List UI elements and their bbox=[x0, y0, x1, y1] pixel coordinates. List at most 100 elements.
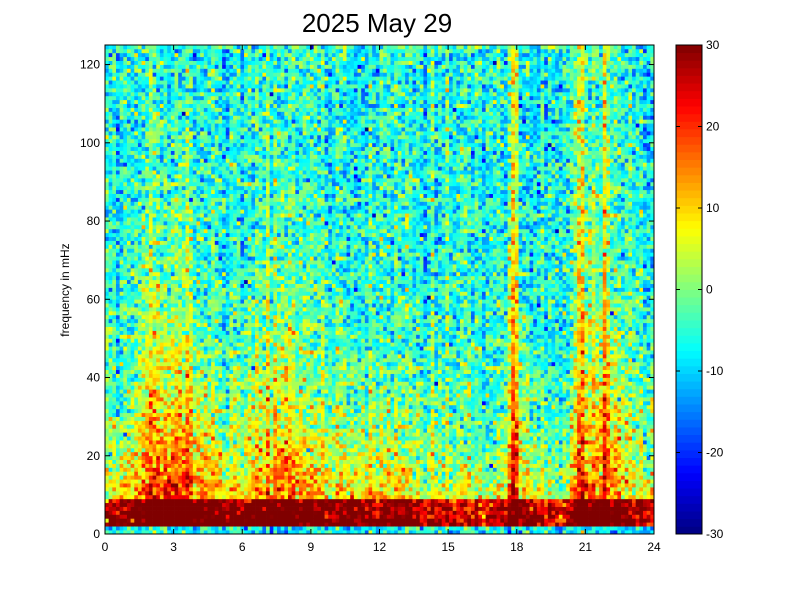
heatmap-cell bbox=[193, 405, 197, 409]
heatmap-cell bbox=[171, 428, 175, 432]
heatmap-cell bbox=[244, 464, 248, 468]
heatmap-cell bbox=[218, 225, 222, 229]
heatmap-cell bbox=[112, 61, 116, 65]
heatmap-cell bbox=[138, 205, 142, 209]
heatmap-cell bbox=[229, 45, 233, 49]
heatmap-cell bbox=[156, 350, 160, 354]
heatmap-cell bbox=[149, 299, 153, 303]
heatmap-cell bbox=[105, 460, 109, 464]
heatmap-cell bbox=[160, 143, 164, 147]
heatmap-cell bbox=[189, 84, 193, 88]
heatmap-cell bbox=[149, 374, 153, 378]
heatmap-cell bbox=[218, 178, 222, 182]
heatmap-cell bbox=[109, 358, 113, 362]
heatmap-cell bbox=[116, 45, 120, 49]
heatmap-cell bbox=[240, 409, 244, 413]
heatmap-cell bbox=[156, 201, 160, 205]
heatmap-cell bbox=[222, 127, 226, 131]
heatmap-cell bbox=[182, 518, 186, 522]
heatmap-cell bbox=[218, 260, 222, 264]
heatmap-cell bbox=[116, 190, 120, 194]
heatmap-cell bbox=[226, 460, 230, 464]
heatmap-cell bbox=[215, 432, 219, 436]
heatmap-cell bbox=[178, 135, 182, 139]
heatmap-cell bbox=[123, 522, 127, 526]
heatmap-cell bbox=[109, 186, 113, 190]
heatmap-cell bbox=[116, 84, 120, 88]
heatmap-cell bbox=[200, 401, 204, 405]
heatmap-cell bbox=[218, 483, 222, 487]
heatmap-cell bbox=[226, 151, 230, 155]
heatmap-cell bbox=[233, 323, 237, 327]
heatmap-cell bbox=[240, 88, 244, 92]
heatmap-cell bbox=[244, 245, 248, 249]
heatmap-cell bbox=[244, 217, 248, 221]
heatmap-cell bbox=[112, 131, 116, 135]
heatmap-cell bbox=[193, 436, 197, 440]
heatmap-cell bbox=[145, 499, 149, 503]
heatmap-cell bbox=[244, 264, 248, 268]
heatmap-cell bbox=[167, 331, 171, 335]
heatmap-cell bbox=[153, 311, 157, 315]
heatmap-cell bbox=[222, 448, 226, 452]
heatmap-cell bbox=[244, 483, 248, 487]
heatmap-cell bbox=[222, 104, 226, 108]
heatmap-cell bbox=[226, 186, 230, 190]
heatmap-cell bbox=[211, 49, 215, 53]
heatmap-cell bbox=[222, 417, 226, 421]
heatmap-cell bbox=[248, 112, 252, 116]
heatmap-cell bbox=[123, 319, 127, 323]
heatmap-cell bbox=[153, 233, 157, 237]
heatmap-cell bbox=[156, 424, 160, 428]
heatmap-cell bbox=[237, 272, 241, 276]
heatmap-cell bbox=[207, 45, 211, 49]
heatmap-cell bbox=[204, 237, 208, 241]
heatmap-cell bbox=[233, 342, 237, 346]
heatmap-cell bbox=[248, 92, 252, 96]
heatmap-cell bbox=[145, 374, 149, 378]
heatmap-cell bbox=[215, 139, 219, 143]
heatmap-cell bbox=[175, 428, 179, 432]
heatmap-cell bbox=[116, 112, 120, 116]
heatmap-cell bbox=[197, 381, 201, 385]
heatmap-cell bbox=[120, 166, 124, 170]
heatmap-cell bbox=[171, 84, 175, 88]
heatmap-cell bbox=[164, 108, 168, 112]
heatmap-cell bbox=[178, 299, 182, 303]
heatmap-cell bbox=[149, 358, 153, 362]
heatmap-cell bbox=[149, 100, 153, 104]
heatmap-cell bbox=[134, 53, 138, 57]
heatmap-cell bbox=[131, 49, 135, 53]
heatmap-cell bbox=[145, 194, 149, 198]
heatmap-cell bbox=[145, 123, 149, 127]
heatmap-cell bbox=[153, 354, 157, 358]
heatmap-cell bbox=[171, 491, 175, 495]
heatmap-cell bbox=[127, 475, 131, 479]
heatmap-cell bbox=[197, 229, 201, 233]
heatmap-cell bbox=[153, 104, 157, 108]
heatmap-cell bbox=[215, 417, 219, 421]
heatmap-cell bbox=[189, 487, 193, 491]
heatmap-cell bbox=[189, 276, 193, 280]
heatmap-cell bbox=[134, 393, 138, 397]
heatmap-cell bbox=[123, 104, 127, 108]
heatmap-cell bbox=[167, 421, 171, 425]
heatmap-cell bbox=[178, 495, 182, 499]
heatmap-cell bbox=[215, 487, 219, 491]
heatmap-cell bbox=[105, 182, 109, 186]
heatmap-cell bbox=[207, 460, 211, 464]
heatmap-cell bbox=[222, 155, 226, 159]
heatmap-cell bbox=[222, 464, 226, 468]
heatmap-cell bbox=[233, 272, 237, 276]
heatmap-cell bbox=[156, 405, 160, 409]
heatmap-cell bbox=[175, 319, 179, 323]
heatmap-cell bbox=[142, 151, 146, 155]
heatmap-cell bbox=[134, 147, 138, 151]
heatmap-cell bbox=[105, 350, 109, 354]
heatmap-cell bbox=[167, 346, 171, 350]
heatmap-cell bbox=[142, 123, 146, 127]
heatmap-cell bbox=[237, 358, 241, 362]
heatmap-cell bbox=[105, 428, 109, 432]
heatmap-cell bbox=[193, 260, 197, 264]
heatmap-cell bbox=[197, 127, 201, 131]
